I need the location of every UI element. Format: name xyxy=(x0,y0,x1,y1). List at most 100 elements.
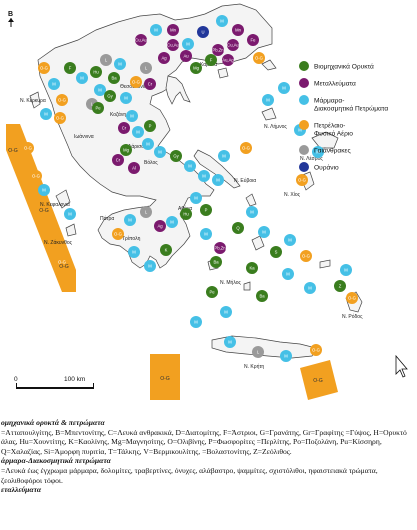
symbol-code: M xyxy=(146,142,150,147)
label-larisa: Λάρισα xyxy=(128,143,144,150)
symbol-circle xyxy=(252,346,264,358)
symbol-code: Cu,Au xyxy=(227,43,239,48)
symbol-circle xyxy=(262,94,274,106)
symbol-marble: M xyxy=(190,192,202,204)
symbol-circle xyxy=(154,146,166,158)
resource-symbols: Cu,Au M Mn Cu,Au M U M Mn Cu,Au Fe O-G F Mg Pb,Zn Au,A… xyxy=(22,15,358,362)
mineral-map: Β Θεσσαλονίκη Καβάλα Κοζάνη Ιωάννινα xyxy=(6,3,408,400)
symbol-code: F xyxy=(210,58,213,63)
symbol-circle xyxy=(30,170,42,182)
symbol-metal: Ag xyxy=(154,220,166,232)
symbol-circle xyxy=(92,102,104,114)
symbol-code: M xyxy=(154,28,158,33)
scale-label: 100 km xyxy=(64,376,85,383)
symbol-marble: M xyxy=(280,350,292,362)
symbol-code: L xyxy=(145,210,148,215)
chalkidiki xyxy=(165,75,191,105)
symbol-circle xyxy=(253,52,265,64)
symbol-code: M xyxy=(170,220,174,225)
samothraki-island xyxy=(261,59,277,71)
symbol-circle xyxy=(280,350,292,362)
symbol-circle xyxy=(118,122,130,134)
naxos-island xyxy=(251,235,265,251)
symbol-code: Fe xyxy=(251,38,257,43)
label-milos: Ν. Μήλος xyxy=(220,279,242,286)
symbol-code: M xyxy=(130,114,134,119)
symbol-metal: Ag xyxy=(158,52,170,64)
symbol-marble: M xyxy=(284,234,296,246)
legend-label-lignite: Γαιάνθρακες xyxy=(314,147,351,155)
symbol-oil: O-G xyxy=(310,344,322,356)
symbol-industrial: Ba xyxy=(108,72,120,84)
scale-bar: 0 100 km xyxy=(14,376,94,389)
label-kefalonia: Ν. Κεφαλονιά xyxy=(40,201,70,208)
symbol-circle xyxy=(218,150,230,162)
symbol-circle xyxy=(94,84,106,96)
symbol-circle xyxy=(232,24,244,36)
symbol-circle xyxy=(128,162,140,174)
symbol-code: M xyxy=(228,340,232,345)
symbol-circle xyxy=(334,280,346,292)
symbol-circle xyxy=(256,290,268,302)
symbol-metal: Cu,Au xyxy=(135,34,147,46)
symbol-circle xyxy=(184,160,196,172)
symbol-circle xyxy=(240,142,252,154)
offshore-block-se-crete xyxy=(300,360,338,400)
symbol-code: Cr xyxy=(122,126,127,131)
offshore-block-ionian xyxy=(6,124,76,292)
symbol-code: Gy xyxy=(107,94,113,99)
symbol-code: L xyxy=(105,58,108,63)
symbol-code: S xyxy=(275,250,278,255)
symbol-circle xyxy=(190,316,202,328)
symbol-circle xyxy=(144,78,156,90)
symbol-lignite: L xyxy=(100,54,112,66)
symbol-code: Mn xyxy=(170,28,176,33)
symbol-code: O-G xyxy=(348,296,356,301)
offshore-block-code: O-G xyxy=(160,376,170,382)
symbol-circle xyxy=(304,282,316,294)
symbol-circle xyxy=(206,286,218,298)
symbol-code: M xyxy=(80,76,84,81)
symbol-code: M xyxy=(316,150,320,155)
symbol-industrial: S xyxy=(270,246,282,258)
symbol-circle xyxy=(180,208,192,220)
symbol-circle xyxy=(104,90,116,102)
legend-swatch-metal xyxy=(299,78,309,88)
symbol-code: Cu,Au xyxy=(135,38,147,43)
symbol-marble: M xyxy=(48,78,60,90)
symbol-circle xyxy=(312,146,324,158)
symbol-circle xyxy=(220,306,232,318)
symbol-industrial: F xyxy=(205,54,217,66)
symbol-circle xyxy=(112,228,124,240)
offshore-block-code: O-G xyxy=(59,264,69,270)
label-lesvos: Ν. Λέσβος xyxy=(300,155,323,162)
symbol-circle xyxy=(247,34,259,46)
symbol-circle xyxy=(126,110,138,122)
symbol-marble: M xyxy=(262,94,274,106)
label-patra: Πάτρα xyxy=(100,215,114,222)
symbol-circle xyxy=(346,292,358,304)
symbol-circle xyxy=(216,15,228,27)
symbol-marble: M xyxy=(124,214,136,226)
symbol-marble: M xyxy=(212,174,224,186)
symbol-circle xyxy=(76,72,88,84)
symbol-circle xyxy=(38,62,50,74)
symbol-lignite: L xyxy=(252,346,264,358)
symbol-code: M xyxy=(216,178,220,183)
symbol-code: O-G xyxy=(312,348,320,353)
symbol-code: M xyxy=(262,230,266,235)
label-kerkyra: Ν. Κέρκυρα xyxy=(20,97,46,104)
symbol-oil: O-G xyxy=(112,228,124,240)
symbol-code: M xyxy=(282,86,286,91)
symbol-marble: M xyxy=(166,216,178,228)
symbol-circle xyxy=(132,126,144,138)
symbol-code: U xyxy=(201,30,204,35)
symbol-metal: Cu,Au xyxy=(167,39,179,51)
symbol-marble: M xyxy=(154,146,166,158)
symbol-code: O-G xyxy=(255,56,263,61)
symbol-circle xyxy=(54,112,66,124)
symbol-code: M xyxy=(288,238,292,243)
symbol-marble: M xyxy=(220,306,232,318)
symbol-code: M xyxy=(132,250,136,255)
label-kozani: Κοζάνη xyxy=(110,111,126,118)
